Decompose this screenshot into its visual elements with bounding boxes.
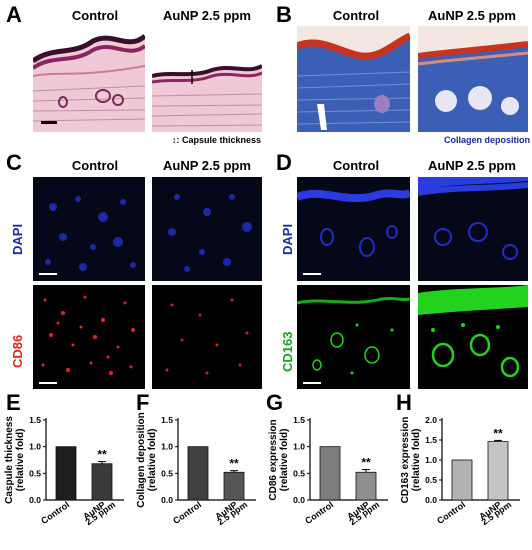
y-axis-label: Collagen deposition bbox=[136, 412, 147, 508]
panel-d-title-aunp: AuNP 2.5 ppm bbox=[428, 158, 516, 173]
y-tick-label: 1.5 bbox=[425, 435, 437, 445]
y-tick-label: 1.0 bbox=[425, 455, 437, 465]
bar-chart-f: Collagen deposition (relative fold)0.0 0.5… bbox=[136, 412, 256, 527]
cd86-aunp-image bbox=[152, 285, 262, 389]
panel-letter-c: C bbox=[6, 150, 22, 175]
y-tick-label: 0.0 bbox=[161, 495, 173, 505]
capsule-thickness-note: ↕: Capsule thickness bbox=[172, 135, 262, 145]
y-tick-label: 1.5 bbox=[161, 415, 173, 425]
bar-control bbox=[55, 446, 77, 501]
y-tick-label: 1.5 bbox=[293, 415, 305, 425]
y-tick-label: 0.5 bbox=[425, 475, 437, 485]
y-tick-label: 0.5 bbox=[161, 468, 173, 478]
panel-letter-a: A bbox=[6, 2, 22, 27]
panel-letter-e: E bbox=[6, 390, 21, 415]
panel-d-title-control: Control bbox=[332, 158, 380, 173]
panel-c-row-label-dapi: DAPI bbox=[10, 223, 25, 255]
significance-label: ** bbox=[97, 448, 107, 462]
y-axis-label: CD86 expression bbox=[268, 419, 279, 500]
panel-b-title-aunp: AuNP 2.5 ppm bbox=[428, 8, 516, 23]
bar-chart-e: Caspule thickness (relative fold)0.0 0.5 1.… bbox=[4, 415, 124, 527]
y-tick-label: 0.0 bbox=[293, 495, 305, 505]
he-stain-aunp-image bbox=[152, 26, 262, 132]
significance-label: ** bbox=[229, 457, 239, 471]
x-tick-label: Control bbox=[171, 499, 203, 526]
y-tick-label: 1.0 bbox=[29, 442, 41, 452]
he-stain-control-image bbox=[33, 26, 145, 132]
bar-chart-g: CD86 expression (relative fold)0.0 0.5 1.0 1… bbox=[268, 415, 388, 527]
bar-control bbox=[319, 446, 341, 501]
collagen-deposition-note: Collagen deposition bbox=[444, 135, 531, 145]
y-tick-label: 1.5 bbox=[29, 415, 41, 425]
panel-letter-f: F bbox=[136, 390, 150, 415]
y-axis-label: Caspule thickness bbox=[4, 416, 15, 504]
cd163-control-image bbox=[297, 285, 410, 389]
bar-chart-h: CD163 expression (relative fold)0.0 0.5 1.0… bbox=[400, 415, 520, 527]
y-tick-label: 0.5 bbox=[293, 468, 305, 478]
y-axis-label: CD163 expression bbox=[400, 417, 411, 504]
panel-a-title-control: Control bbox=[71, 8, 119, 23]
significance-label: ** bbox=[361, 456, 371, 470]
panel-c-title-control: Control bbox=[71, 158, 119, 173]
bar-aunp bbox=[91, 463, 113, 501]
panel-letter-g: G bbox=[266, 390, 284, 415]
panel-letter-b: B bbox=[276, 2, 292, 27]
bar-aunp bbox=[487, 441, 509, 501]
dapi-aunp-image-d bbox=[418, 177, 528, 281]
masson-trichrome-control-image bbox=[297, 26, 410, 132]
y-tick-label: 0.0 bbox=[425, 495, 437, 505]
masson-trichrome-aunp-image bbox=[418, 26, 528, 132]
y-tick-label: 0.5 bbox=[29, 468, 41, 478]
x-tick-label: Control bbox=[435, 499, 467, 526]
y-axis-label: (relative fold) bbox=[411, 429, 422, 492]
y-axis-label: (relative fold) bbox=[147, 429, 158, 492]
y-axis-label: (relative fold) bbox=[15, 429, 26, 492]
panel-letter-h: H bbox=[396, 390, 412, 415]
y-axis-label: (relative fold) bbox=[279, 429, 290, 492]
y-tick-label: 2.0 bbox=[425, 415, 437, 425]
cd86-control-image bbox=[33, 285, 145, 389]
cd163-aunp-image bbox=[418, 285, 528, 389]
bar-aunp bbox=[223, 471, 245, 501]
y-tick-label: 0.0 bbox=[29, 495, 41, 505]
panel-c-row-label-cd86: CD86 bbox=[10, 334, 25, 368]
panel-c-title-aunp: AuNP 2.5 ppm bbox=[163, 158, 251, 173]
dapi-aunp-image-c bbox=[152, 177, 262, 281]
bar-control bbox=[187, 446, 209, 501]
dapi-control-image-d bbox=[297, 177, 410, 281]
bar-aunp bbox=[355, 471, 377, 501]
panel-letter-d: D bbox=[276, 150, 292, 175]
y-tick-label: 1.0 bbox=[161, 442, 173, 452]
bar-control bbox=[451, 459, 473, 501]
dapi-control-image-c bbox=[33, 177, 145, 281]
y-tick-label: 1.0 bbox=[293, 442, 305, 452]
significance-label: ** bbox=[493, 426, 503, 440]
panel-d-row-label-dapi: DAPI bbox=[280, 223, 295, 255]
panel-a-title-aunp: AuNP 2.5 ppm bbox=[163, 8, 251, 23]
x-tick-label: Control bbox=[303, 499, 335, 526]
panel-b-title-control: Control bbox=[332, 8, 380, 23]
x-tick-label: Control bbox=[39, 499, 71, 526]
panel-d-row-label-cd163: CD163 bbox=[280, 331, 295, 372]
